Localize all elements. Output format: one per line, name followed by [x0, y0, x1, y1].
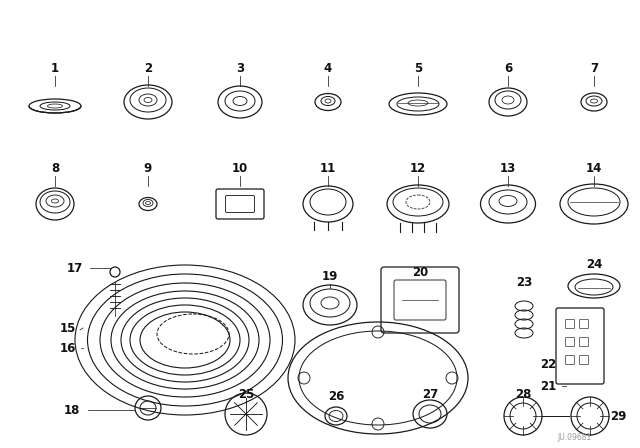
Text: 9: 9 — [144, 161, 152, 175]
Text: 19: 19 — [322, 270, 338, 283]
Text: 27: 27 — [422, 388, 438, 401]
Text: 20: 20 — [412, 266, 428, 279]
Text: 3: 3 — [236, 61, 244, 74]
Text: 17: 17 — [67, 262, 83, 275]
Text: 2: 2 — [144, 61, 152, 74]
Text: 29: 29 — [610, 409, 626, 422]
Text: 22: 22 — [540, 358, 556, 370]
Text: 5: 5 — [414, 61, 422, 74]
Text: 11: 11 — [320, 161, 336, 175]
Text: 21: 21 — [540, 379, 556, 392]
Text: 7: 7 — [590, 61, 598, 74]
Text: 6: 6 — [504, 61, 512, 74]
Text: 13: 13 — [500, 161, 516, 175]
Text: 4: 4 — [324, 61, 332, 74]
FancyBboxPatch shape — [556, 308, 604, 384]
Text: 18: 18 — [64, 404, 80, 417]
Text: 1: 1 — [51, 61, 59, 74]
Text: 28: 28 — [515, 388, 531, 401]
Text: 12: 12 — [410, 161, 426, 175]
Text: 8: 8 — [51, 161, 59, 175]
Text: 25: 25 — [238, 388, 254, 401]
Text: 15: 15 — [60, 322, 76, 335]
Text: 24: 24 — [586, 258, 602, 271]
Text: 10: 10 — [232, 161, 248, 175]
FancyBboxPatch shape — [381, 267, 459, 333]
Text: 23: 23 — [516, 276, 532, 289]
Text: 16: 16 — [60, 341, 76, 354]
Text: 14: 14 — [586, 161, 602, 175]
Text: JU.09681: JU.09681 — [558, 434, 592, 443]
FancyBboxPatch shape — [216, 189, 264, 219]
Text: 26: 26 — [328, 389, 344, 402]
